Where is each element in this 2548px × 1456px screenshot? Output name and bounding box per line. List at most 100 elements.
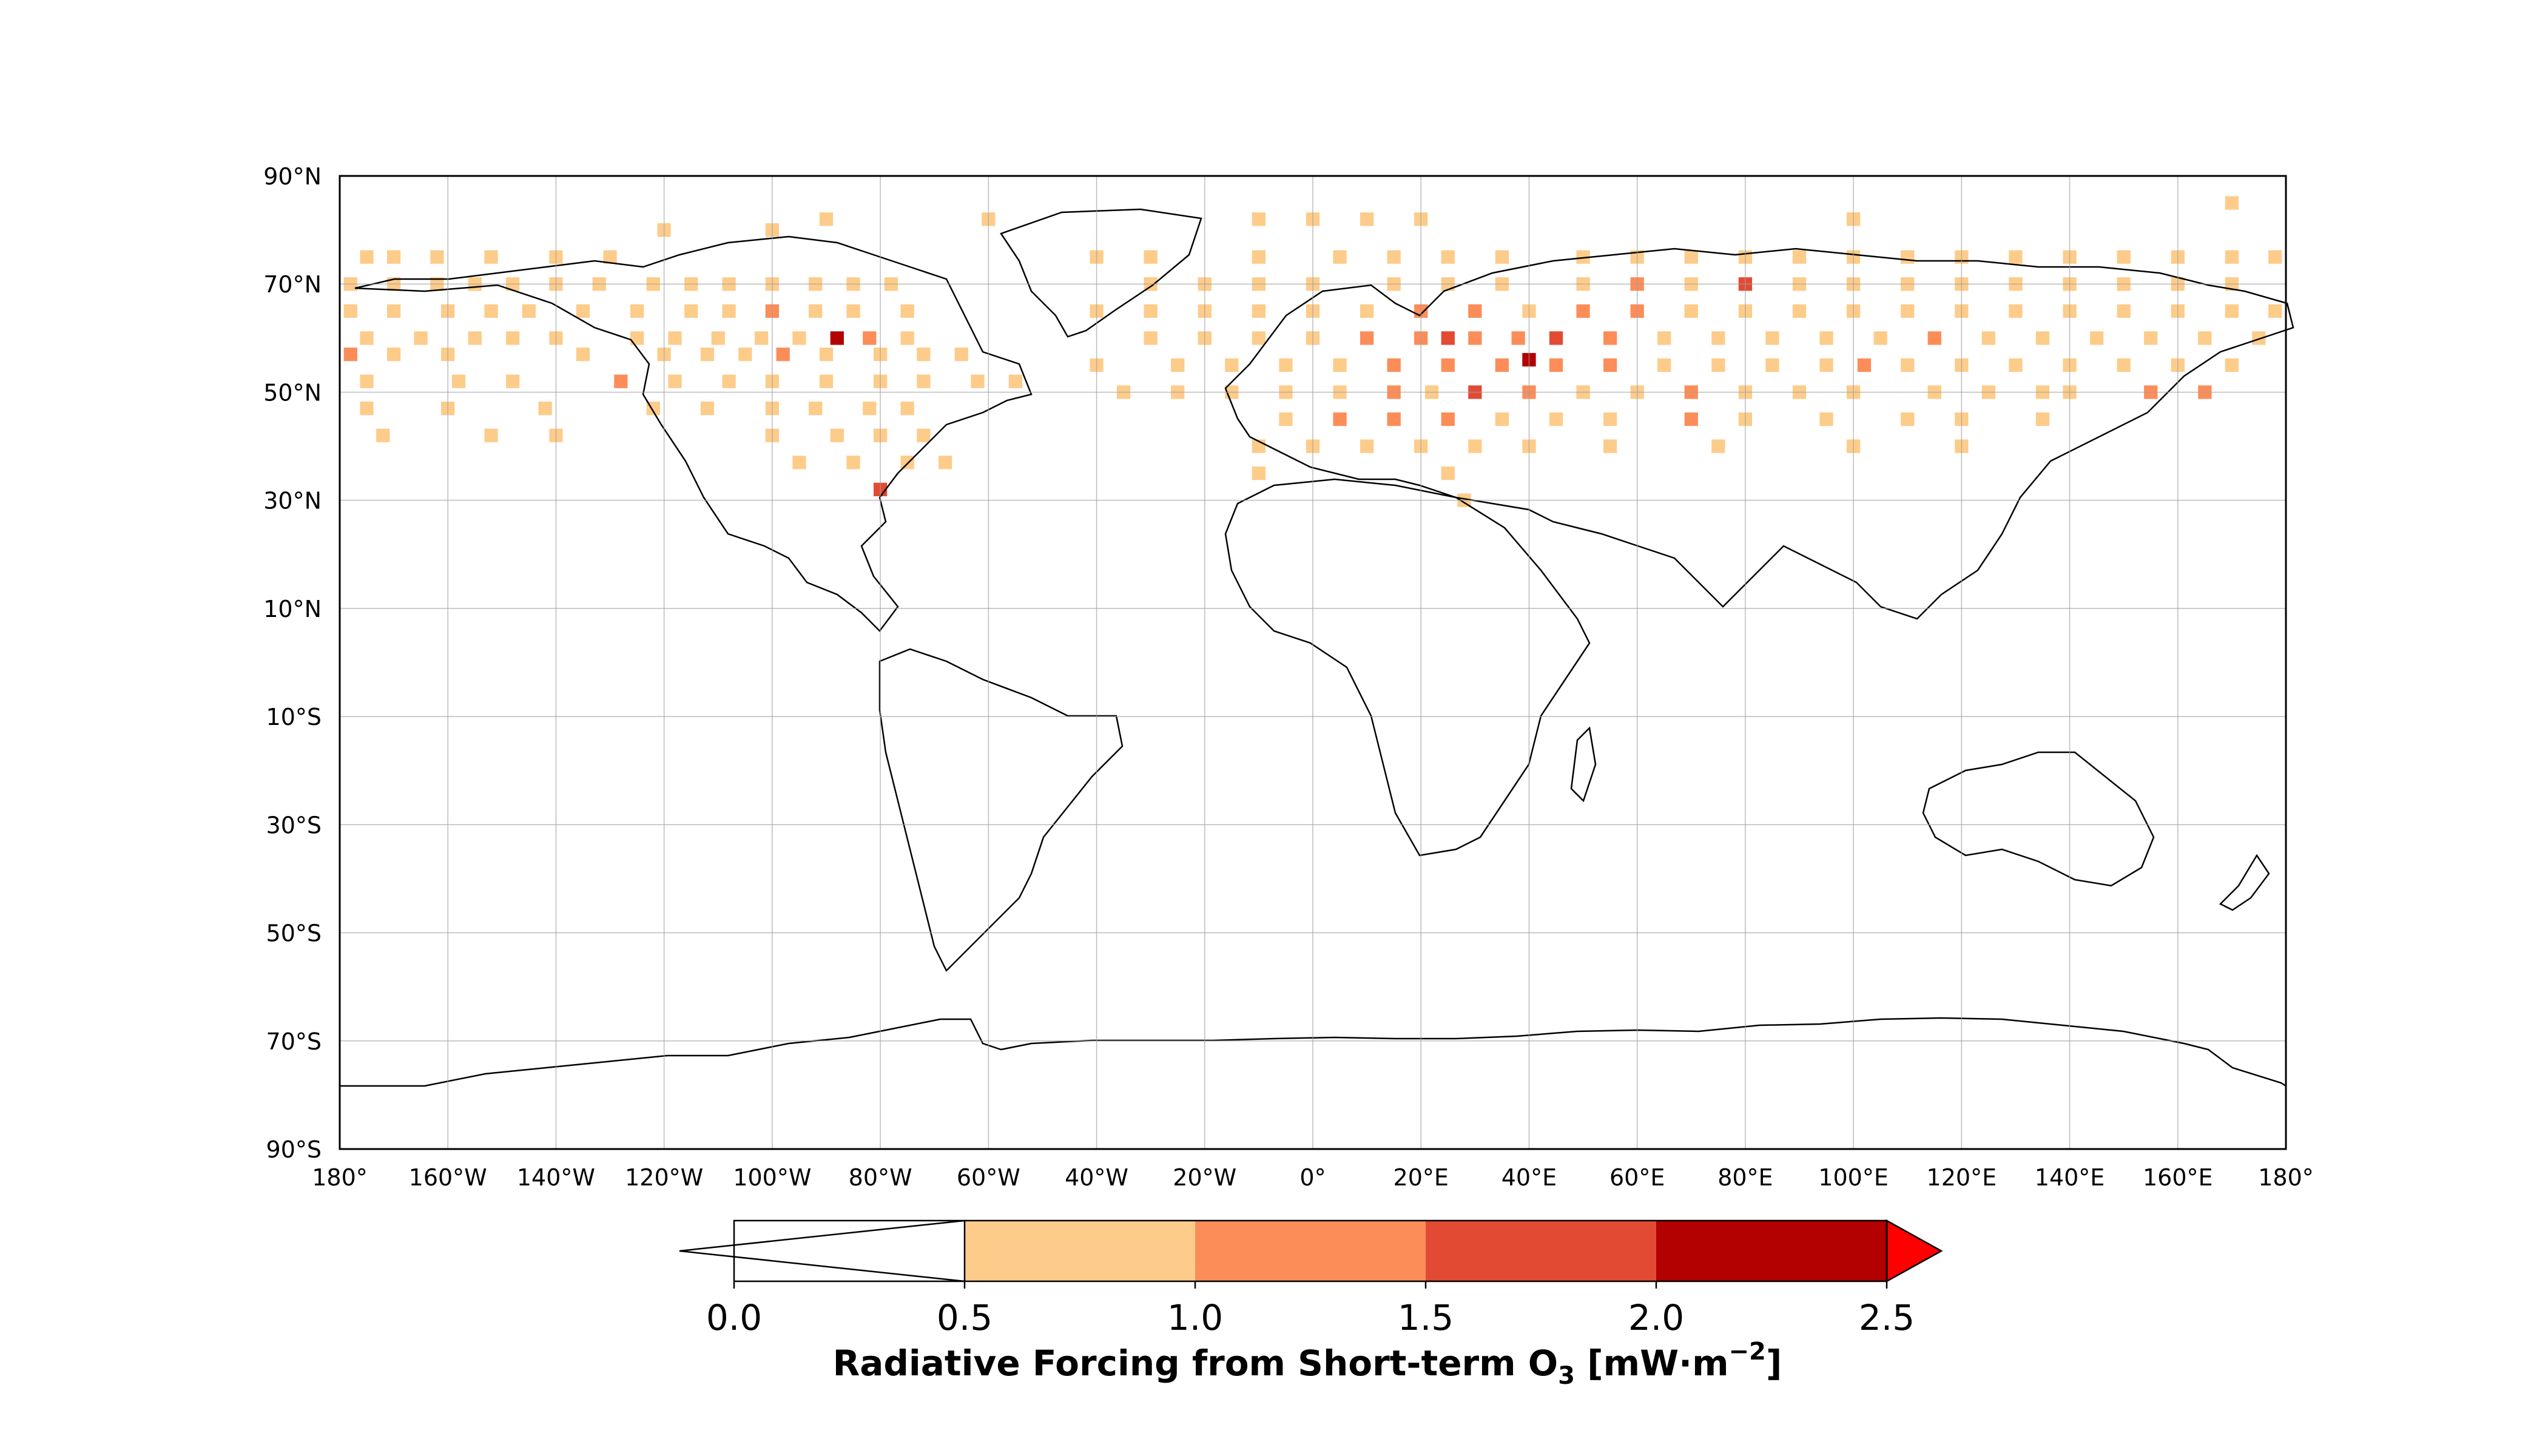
field-cell	[754, 331, 769, 345]
longitude-tick-labels: 180° 160°W 140°W 120°W 100°W 80°W 60°W 40°W 20°W…	[312, 1164, 2314, 1191]
field-cell	[1360, 212, 1374, 226]
field-cell	[846, 304, 860, 318]
field-cell	[522, 304, 536, 318]
field-cell	[603, 250, 617, 264]
field-cell	[614, 374, 628, 388]
coastline-australia	[1922, 751, 2155, 887]
colorbar-tick-label: 0.5	[937, 1297, 993, 1338]
field-cell	[711, 331, 725, 345]
field-cell	[700, 347, 715, 362]
field-cell	[1603, 439, 1617, 453]
field-cell	[938, 456, 952, 470]
longitude-tick-label: 100°W	[733, 1164, 811, 1191]
field-cell	[1171, 358, 1185, 372]
field-cell	[1495, 412, 1509, 426]
field-cell	[1657, 358, 1671, 372]
field-cell	[1603, 358, 1617, 372]
field-cell	[1252, 304, 1266, 318]
field-cell	[1144, 331, 1158, 345]
field-cell	[2268, 304, 2282, 318]
field-cell	[1901, 412, 1915, 426]
field-cell	[819, 347, 834, 362]
field-cell	[1441, 331, 1455, 345]
field-cell	[2225, 358, 2239, 372]
colorbar-under-extension	[679, 1219, 966, 1282]
colorbar-tick-label: 2.5	[1859, 1297, 1915, 1338]
longitude-tick-label: 40°E	[1502, 1164, 1557, 1191]
field-cell	[1360, 304, 1374, 318]
field-cell	[668, 374, 682, 388]
field-cell	[1684, 412, 1698, 426]
latitude-tick-label: 10°N	[263, 596, 322, 622]
longitude-tick-label: 140°E	[2035, 1164, 2105, 1191]
field-cell	[1684, 304, 1698, 318]
field-cell	[1792, 250, 1807, 264]
field-cell	[376, 428, 390, 442]
field-cell	[538, 402, 552, 416]
field-cell	[971, 374, 985, 388]
field-cell	[2268, 250, 2282, 264]
longitude-tick-label: 0°	[1299, 1164, 1326, 1191]
field-cell	[1765, 358, 1779, 372]
field-cell	[1927, 331, 1941, 345]
field-cell	[954, 347, 968, 362]
field-cell	[819, 374, 834, 388]
field-cell	[1360, 331, 1374, 345]
latitude-tick-labels: 90°N 70°N 50°N 30°N 10°N 10°S 30°S 50°S 70°S 90°S	[263, 163, 322, 1163]
field-cell	[1603, 331, 1617, 345]
field-cell	[900, 304, 914, 318]
field-cell	[630, 331, 644, 345]
field-cell	[2117, 358, 2131, 372]
latitude-tick-label: 50°N	[263, 379, 322, 406]
field-cell	[1765, 331, 1779, 345]
field-cell	[1819, 412, 1833, 426]
field-cell	[1468, 439, 1482, 453]
longitude-tick-label: 20°W	[1173, 1164, 1236, 1191]
field-cell	[1252, 331, 1266, 345]
coastline-north-america	[354, 235, 1033, 632]
field-cell	[792, 456, 806, 470]
field-cell	[343, 304, 357, 318]
field-cell	[1333, 412, 1347, 426]
longitude-tick-label: 120°W	[625, 1164, 703, 1191]
field-cell	[1144, 304, 1158, 318]
field-cell	[917, 347, 931, 362]
field-cell	[1225, 358, 1239, 372]
longitude-tick-label: 140°W	[517, 1164, 595, 1191]
longitude-tick-label: 180°	[312, 1164, 368, 1191]
longitude-tick-label: 160°W	[409, 1164, 487, 1191]
field-cell	[809, 402, 823, 416]
field-cell	[917, 428, 931, 442]
field-cell	[830, 331, 844, 345]
field-cell	[863, 331, 877, 345]
longitude-tick-label: 160°E	[2143, 1164, 2213, 1191]
field-cell	[484, 304, 498, 318]
field-cell	[900, 402, 914, 416]
coastline-madagascar	[1570, 726, 1597, 803]
field-cell	[1360, 439, 1374, 453]
field-cell	[1441, 412, 1455, 426]
longitude-tick-label: 100°E	[1818, 1164, 1889, 1191]
field-cell	[738, 347, 752, 362]
field-cell	[430, 250, 444, 264]
colorbar-segments	[734, 1221, 1887, 1281]
field-cell	[1387, 412, 1401, 426]
longitude-tick-label: 20°E	[1394, 1164, 1449, 1191]
field-cell	[576, 347, 590, 362]
coastline-africa	[1224, 478, 1591, 857]
field-cell	[1252, 250, 1266, 264]
field-cell	[1549, 331, 1563, 345]
field-cell	[2225, 196, 2239, 210]
longitude-tick-label: 80°E	[1717, 1164, 1773, 1191]
field-cell	[386, 304, 401, 318]
field-cell	[630, 304, 644, 318]
latitude-tick-label: 30°S	[266, 812, 322, 838]
field-cell	[576, 304, 590, 318]
field-cell	[386, 250, 401, 264]
field-cell	[1657, 331, 1671, 345]
field-cell	[360, 250, 374, 264]
field-cell	[1873, 331, 1887, 345]
field-cell	[1333, 250, 1347, 264]
field-cell	[1549, 358, 1563, 372]
longitude-tick-label: 60°W	[957, 1164, 1020, 1191]
